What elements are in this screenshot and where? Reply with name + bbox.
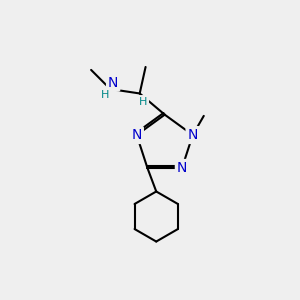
Text: N: N: [108, 76, 119, 90]
Text: N: N: [177, 161, 187, 175]
Text: N: N: [131, 128, 142, 142]
Text: N: N: [188, 128, 198, 142]
Text: H: H: [101, 90, 109, 100]
Text: H: H: [139, 97, 147, 107]
